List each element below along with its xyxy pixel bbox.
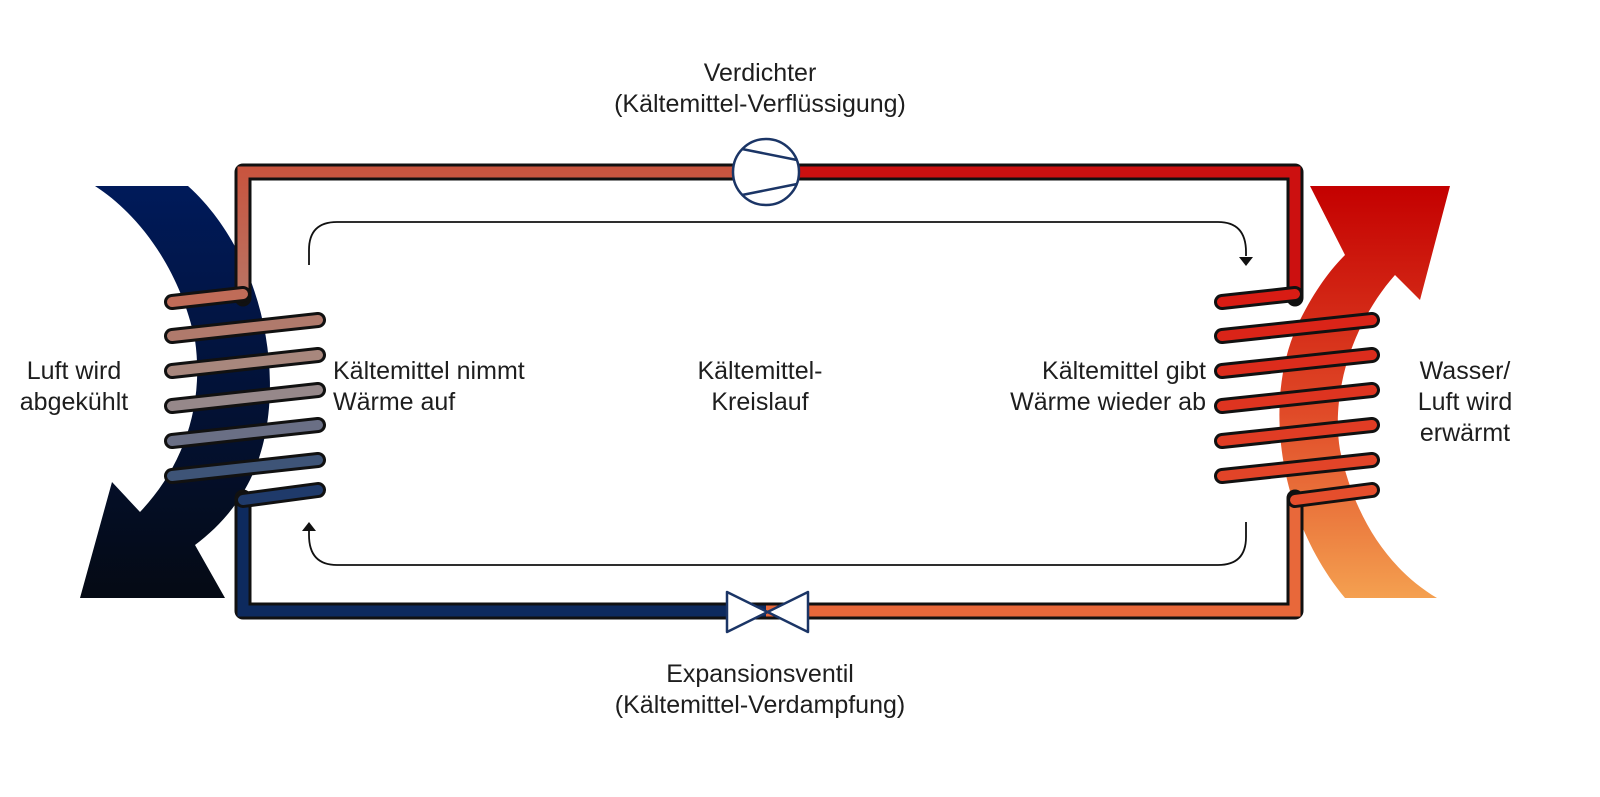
arrowhead-down-icon xyxy=(1239,257,1253,266)
pipe-left-bottom xyxy=(237,498,766,617)
absorbs-heat-line1: Kältemittel nimmt xyxy=(333,357,525,385)
absorbs-heat-label: Kältemittel nimmt Wärme auf xyxy=(333,356,525,418)
releases-heat-line1: Kältemittel gibt xyxy=(1042,357,1206,385)
compressor-label-line1: Verdichter xyxy=(703,59,817,87)
valve-label: Expansionsventil (Kältemittel-Verdampfun… xyxy=(560,659,960,721)
pipe-left-top xyxy=(237,166,766,298)
condenser-coil xyxy=(1214,286,1380,508)
valve-label-line1: Expansionsventil xyxy=(666,660,854,688)
pipe-right-bottom xyxy=(766,498,1301,617)
valve-label-line2: (Kältemittel-Verdampfung) xyxy=(614,691,906,719)
refrigerant-circuit-line1: Kältemittel- xyxy=(697,357,823,385)
refrigerant-circuit-line2: Kreislauf xyxy=(711,388,809,416)
air-cooled-line2: abgekühlt xyxy=(19,388,129,416)
heated-line2: Luft wird xyxy=(1417,388,1513,416)
pipe-right-top xyxy=(766,166,1301,298)
compressor-label: Verdichter (Kältemittel-Verflüssigung) xyxy=(560,58,960,120)
heated-label: Wasser/ Luft wird erwärmt xyxy=(1400,356,1530,449)
releases-heat-label: Kältemittel gibt Wärme wieder ab xyxy=(986,356,1206,418)
air-cooled-label: Luft wird abgekühlt xyxy=(0,356,148,418)
heated-line3: erwärmt xyxy=(1419,419,1511,447)
releases-heat-line2: Wärme wieder ab xyxy=(1010,388,1206,416)
compressor-label-line2: (Kältemittel-Verflüssigung) xyxy=(614,90,906,118)
evaporator-coil xyxy=(164,286,326,508)
compressor-icon xyxy=(731,137,801,207)
circulation-arrows xyxy=(308,221,1247,566)
absorbs-heat-line2: Wärme auf xyxy=(333,388,456,416)
arrowhead-up-icon xyxy=(302,522,316,531)
refrigerant-circuit-label: Kältemittel- Kreislauf xyxy=(660,356,860,418)
expansion-valve-icon xyxy=(725,590,810,634)
air-cooled-line1: Luft wird xyxy=(26,357,122,385)
heated-line1: Wasser/ xyxy=(1419,357,1511,385)
